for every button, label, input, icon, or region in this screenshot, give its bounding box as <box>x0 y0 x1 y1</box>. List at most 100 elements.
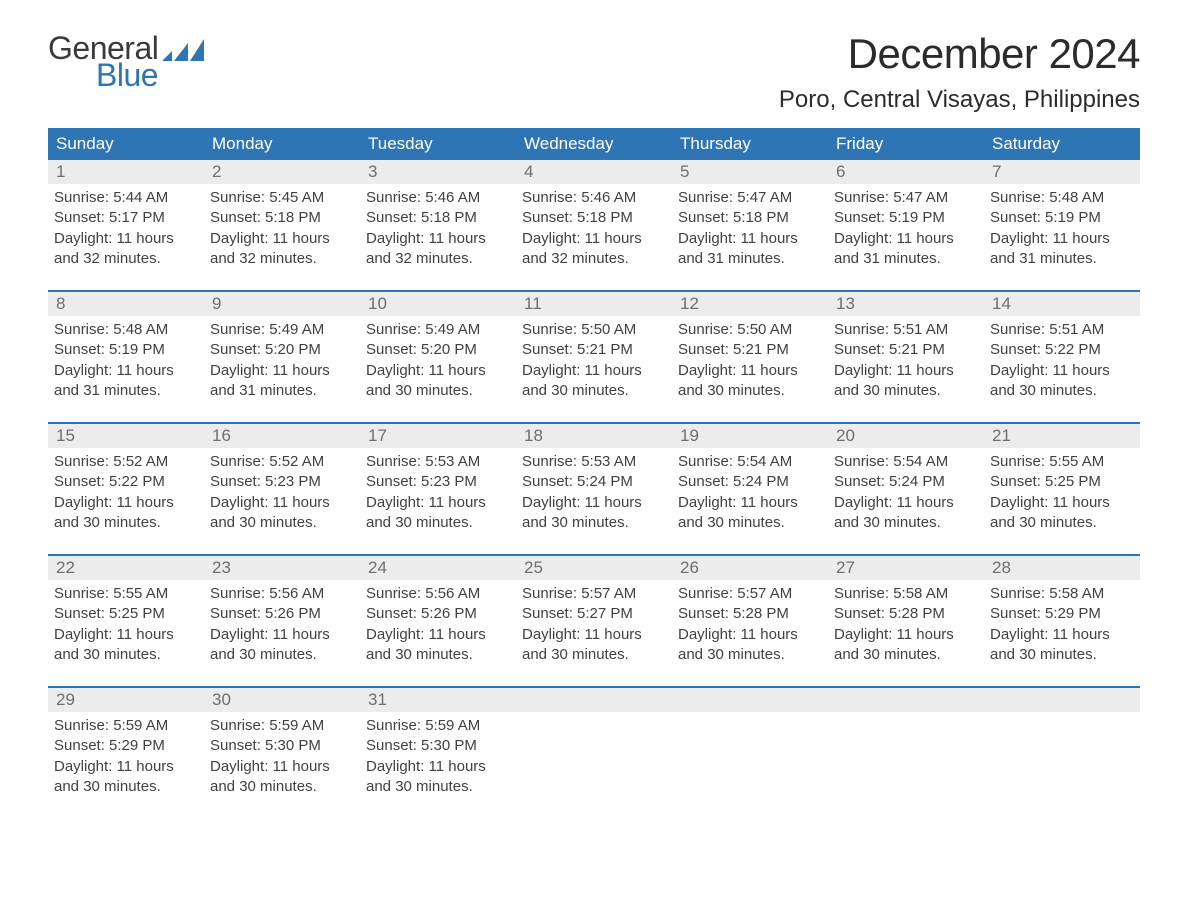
calendar-day: 27Sunrise: 5:58 AMSunset: 5:28 PMDayligh… <box>828 556 984 686</box>
sunset-line: Sunset: 5:18 PM <box>366 208 510 228</box>
daylight-line: Daylight: 11 hours and 30 minutes. <box>522 625 666 666</box>
day-body: Sunrise: 5:52 AMSunset: 5:23 PMDaylight:… <box>204 448 360 543</box>
day-label-tuesday: Tuesday <box>360 128 516 160</box>
sunrise-line: Sunrise: 5:53 AM <box>522 452 666 472</box>
sunset-line: Sunset: 5:20 PM <box>210 340 354 360</box>
sunset-line: Sunset: 5:22 PM <box>990 340 1134 360</box>
day-number: 26 <box>672 556 828 580</box>
sunset-line: Sunset: 5:18 PM <box>522 208 666 228</box>
day-label-saturday: Saturday <box>984 128 1140 160</box>
day-body: Sunrise: 5:55 AMSunset: 5:25 PMDaylight:… <box>48 580 204 675</box>
day-body: Sunrise: 5:59 AMSunset: 5:30 PMDaylight:… <box>204 712 360 807</box>
calendar-week: 1Sunrise: 5:44 AMSunset: 5:17 PMDaylight… <box>48 160 1140 290</box>
calendar-day: 1Sunrise: 5:44 AMSunset: 5:17 PMDaylight… <box>48 160 204 290</box>
daylight-line: Daylight: 11 hours and 30 minutes. <box>678 625 822 666</box>
day-body: Sunrise: 5:56 AMSunset: 5:26 PMDaylight:… <box>360 580 516 675</box>
day-number: 19 <box>672 424 828 448</box>
sunrise-line: Sunrise: 5:52 AM <box>54 452 198 472</box>
sunset-line: Sunset: 5:25 PM <box>990 472 1134 492</box>
daylight-line: Daylight: 11 hours and 32 minutes. <box>366 229 510 270</box>
sunset-line: Sunset: 5:22 PM <box>54 472 198 492</box>
sail-icon <box>162 39 204 61</box>
sunset-line: Sunset: 5:28 PM <box>834 604 978 624</box>
daylight-line: Daylight: 11 hours and 30 minutes. <box>210 493 354 534</box>
day-body: Sunrise: 5:44 AMSunset: 5:17 PMDaylight:… <box>48 184 204 279</box>
title-block: December 2024 Poro, Central Visayas, Phi… <box>779 30 1140 114</box>
daylight-line: Daylight: 11 hours and 32 minutes. <box>522 229 666 270</box>
calendar-day: 19 Sunrise: 5:54 AMSunset: 5:24 PMDayligh… <box>672 424 828 554</box>
calendar-day: 23Sunrise: 5:56 AMSunset: 5:26 PMDayligh… <box>204 556 360 686</box>
daylight-line: Daylight: 11 hours and 31 minutes. <box>210 361 354 402</box>
day-number: 29 <box>48 688 204 712</box>
day-body <box>516 712 672 726</box>
sunrise-line: Sunrise: 5:54 AM <box>678 452 822 472</box>
daylight-line: Daylight: 11 hours and 30 minutes. <box>990 493 1134 534</box>
calendar-day: 29Sunrise: 5:59 AMSunset: 5:29 PMDayligh… <box>48 688 204 818</box>
day-body: Sunrise: 5:59 AMSunset: 5:29 PMDaylight:… <box>48 712 204 807</box>
day-body: Sunrise: 5:45 AMSunset: 5:18 PMDaylight:… <box>204 184 360 279</box>
sunrise-line: Sunrise: 5:50 AM <box>522 320 666 340</box>
calendar-day: 14Sunrise: 5:51 AMSunset: 5:22 PMDayligh… <box>984 292 1140 422</box>
calendar-day: 17Sunrise: 5:53 AMSunset: 5:23 PMDayligh… <box>360 424 516 554</box>
sunset-line: Sunset: 5:20 PM <box>366 340 510 360</box>
day-label-friday: Friday <box>828 128 984 160</box>
sunrise-line: Sunrise: 5:56 AM <box>210 584 354 604</box>
calendar-day <box>516 688 672 818</box>
sunrise-line: Sunrise: 5:57 AM <box>522 584 666 604</box>
daylight-line: Daylight: 11 hours and 30 minutes. <box>366 625 510 666</box>
calendar-day: 8Sunrise: 5:48 AMSunset: 5:19 PMDaylight… <box>48 292 204 422</box>
calendar-day <box>672 688 828 818</box>
sunrise-line: Sunrise: 5:51 AM <box>834 320 978 340</box>
sunrise-line: Sunrise: 5:49 AM <box>366 320 510 340</box>
daylight-line: Daylight: 11 hours and 30 minutes. <box>54 625 198 666</box>
day-body: Sunrise: 5:55 AMSunset: 5:25 PMDaylight:… <box>984 448 1140 543</box>
sunrise-line: Sunrise: 5:48 AM <box>54 320 198 340</box>
sunrise-line: Sunrise: 5:48 AM <box>990 188 1134 208</box>
day-body: Sunrise: 5:46 AMSunset: 5:18 PMDaylight:… <box>360 184 516 279</box>
day-number: 1 <box>48 160 204 184</box>
calendar-day: 6Sunrise: 5:47 AMSunset: 5:19 PMDaylight… <box>828 160 984 290</box>
daylight-line: Daylight: 11 hours and 31 minutes. <box>990 229 1134 270</box>
daylight-line: Daylight: 11 hours and 32 minutes. <box>210 229 354 270</box>
daylight-line: Daylight: 11 hours and 30 minutes. <box>366 361 510 402</box>
sunset-line: Sunset: 5:19 PM <box>834 208 978 228</box>
daylight-line: Daylight: 11 hours and 30 minutes. <box>678 361 822 402</box>
sunrise-line: Sunrise: 5:44 AM <box>54 188 198 208</box>
day-number: 23 <box>204 556 360 580</box>
day-number: 14 <box>984 292 1140 316</box>
daylight-line: Daylight: 11 hours and 30 minutes. <box>522 493 666 534</box>
day-body: Sunrise: 5:57 AMSunset: 5:28 PMDaylight:… <box>672 580 828 675</box>
calendar-day: 12Sunrise: 5:50 AMSunset: 5:21 PMDayligh… <box>672 292 828 422</box>
day-number: 18 <box>516 424 672 448</box>
daylight-line: Daylight: 11 hours and 30 minutes. <box>834 361 978 402</box>
calendar-day: 16Sunrise: 5:52 AMSunset: 5:23 PMDayligh… <box>204 424 360 554</box>
daylight-line: Daylight: 11 hours and 30 minutes. <box>210 625 354 666</box>
sunset-line: Sunset: 5:25 PM <box>54 604 198 624</box>
daylight-line: Daylight: 11 hours and 30 minutes. <box>678 493 822 534</box>
day-number: 24 <box>360 556 516 580</box>
sunset-line: Sunset: 5:27 PM <box>522 604 666 624</box>
daylight-line: Daylight: 11 hours and 30 minutes. <box>54 757 198 798</box>
calendar-day: 20Sunrise: 5:54 AMSunset: 5:24 PMDayligh… <box>828 424 984 554</box>
calendar-day: 2Sunrise: 5:45 AMSunset: 5:18 PMDaylight… <box>204 160 360 290</box>
calendar-day: 15Sunrise: 5:52 AMSunset: 5:22 PMDayligh… <box>48 424 204 554</box>
calendar-day: 9Sunrise: 5:49 AMSunset: 5:20 PMDaylight… <box>204 292 360 422</box>
sunset-line: Sunset: 5:24 PM <box>678 472 822 492</box>
day-body: Sunrise: 5:53 AMSunset: 5:23 PMDaylight:… <box>360 448 516 543</box>
sunrise-line: Sunrise: 5:59 AM <box>366 716 510 736</box>
sunset-line: Sunset: 5:21 PM <box>522 340 666 360</box>
sunset-line: Sunset: 5:28 PM <box>678 604 822 624</box>
day-number: 7 <box>984 160 1140 184</box>
daylight-line: Daylight: 11 hours and 32 minutes. <box>54 229 198 270</box>
calendar-header-row: Sunday Monday Tuesday Wednesday Thursday… <box>48 128 1140 160</box>
day-number: 2 <box>204 160 360 184</box>
day-number: 30 <box>204 688 360 712</box>
calendar-week: 8Sunrise: 5:48 AMSunset: 5:19 PMDaylight… <box>48 290 1140 422</box>
daylight-line: Daylight: 11 hours and 30 minutes. <box>834 625 978 666</box>
day-number: 8 <box>48 292 204 316</box>
header: General Blue December 2024 Poro, Central… <box>48 30 1140 114</box>
day-body: Sunrise: 5:51 AMSunset: 5:22 PMDaylight:… <box>984 316 1140 411</box>
day-number: 28 <box>984 556 1140 580</box>
day-number <box>984 688 1140 712</box>
day-body: Sunrise: 5:52 AMSunset: 5:22 PMDaylight:… <box>48 448 204 543</box>
